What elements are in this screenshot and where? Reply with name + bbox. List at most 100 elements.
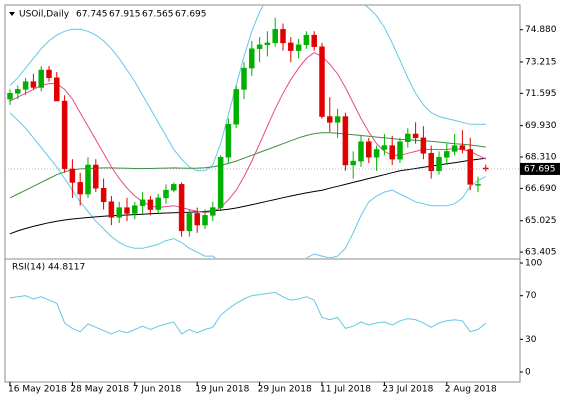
candle-body	[93, 164, 99, 189]
candle-body	[381, 145, 388, 150]
candle-body	[7, 93, 13, 100]
price-panel	[7, 5, 489, 258]
candle-body	[405, 133, 411, 142]
candle-body	[358, 141, 364, 162]
candle-body	[428, 153, 434, 172]
candle-body	[22, 81, 29, 90]
candle-body	[61, 100, 68, 170]
y-tick-label: 30	[525, 335, 537, 345]
rsi-panel	[9, 291, 487, 335]
price-box-label: 67.695	[524, 164, 556, 174]
y-tick-label: 65.025	[525, 216, 557, 226]
x-tick-label: 29 Jun 2018	[258, 385, 312, 395]
candle-body	[217, 156, 224, 208]
candle-body	[264, 42, 271, 46]
candle-body	[85, 164, 91, 195]
x-tick-label: 28 May 2018	[70, 385, 129, 395]
candle-body	[373, 149, 380, 158]
ohlc-low: 67.565	[142, 10, 174, 20]
candle-body	[444, 151, 450, 158]
candle-body	[420, 137, 427, 154]
indicator-line	[9, 112, 487, 258]
candle-body	[124, 207, 130, 214]
candle-body	[241, 67, 247, 90]
candle-body	[139, 199, 146, 206]
candle-body	[54, 77, 60, 102]
x-tick-label: 7 Jun 2018	[133, 385, 182, 395]
candle-body	[397, 141, 403, 160]
candle-body	[342, 116, 349, 166]
candle-body	[100, 187, 107, 203]
ohlc-close: 67.695	[175, 10, 207, 20]
candle-body	[147, 199, 154, 210]
y-tick-label: 100	[525, 259, 542, 269]
y-tick-label: 68.310	[525, 153, 557, 163]
candle-body	[132, 205, 138, 214]
candle-body	[350, 160, 356, 166]
x-tick-label: 2 Aug 2018	[445, 385, 497, 395]
candle-body	[366, 141, 372, 158]
y-tick-label: 73.215	[525, 57, 557, 67]
candle-body	[46, 69, 52, 79]
frame	[4, 4, 521, 383]
candle-body	[210, 207, 216, 216]
candle-body	[475, 184, 481, 186]
axes: 74.880 73.215 71.595 69.930 68.310 66.690 65.0…	[5, 25, 560, 395]
candle-body	[272, 29, 278, 44]
indicator-line	[9, 291, 487, 335]
candle-body	[194, 213, 200, 226]
candle-body	[186, 213, 193, 232]
candle-body	[389, 145, 395, 160]
menu-arrow	[9, 12, 15, 16]
y-tick-label: 0	[525, 368, 531, 378]
candle-body	[202, 215, 208, 226]
candle-body	[108, 201, 115, 218]
y-tick-label: 63.405	[525, 248, 557, 258]
candle-body	[288, 42, 294, 51]
symbol-label: USOil,Daily	[19, 10, 70, 20]
rsi-title: RSI(14)	[12, 263, 45, 273]
candle-body	[256, 44, 263, 49]
x-tick-label: 16 May 2018	[8, 385, 67, 395]
candle-body	[155, 197, 161, 210]
candle-body	[171, 184, 177, 191]
ohlc-high: 67.915	[109, 10, 141, 20]
candle-body	[459, 145, 466, 150]
y-tick-label: 71.595	[525, 89, 557, 99]
y-tick-label: 69.930	[525, 121, 557, 131]
candle-body	[451, 145, 458, 152]
x-tick-label: 11 Jul 2018	[320, 385, 371, 395]
candle-body	[15, 89, 21, 94]
candle-body	[69, 168, 76, 183]
candle-body	[311, 34, 317, 48]
price-box	[520, 162, 560, 175]
candle-body	[30, 81, 37, 88]
indicator-line	[9, 52, 487, 214]
candle-body	[249, 48, 255, 69]
candle-body	[38, 69, 44, 88]
candle-body	[327, 116, 333, 123]
y-tick-label: 70	[525, 291, 537, 301]
candle-body	[303, 34, 310, 46]
candle-body	[280, 29, 286, 44]
candle-body	[116, 207, 122, 218]
y-tick-label: 66.690	[525, 184, 557, 194]
candle-body	[178, 184, 185, 232]
candle-body	[319, 46, 325, 117]
x-tick-label: 19 Jun 2018	[195, 385, 249, 395]
rsi-value: 44.8117	[48, 263, 85, 273]
candle-body	[295, 44, 302, 51]
candle-body	[163, 189, 169, 199]
candle-body	[334, 116, 341, 123]
indicator-line	[9, 157, 486, 235]
ohlc-open: 67.745	[76, 10, 108, 20]
x-tick-label: 23 Jul 2018	[382, 385, 433, 395]
candle-body	[77, 182, 83, 195]
candle-body	[436, 156, 442, 172]
indicator-line	[9, 5, 486, 172]
candle-body	[233, 89, 239, 125]
candle-body	[467, 149, 473, 185]
candle-body	[412, 133, 419, 139]
